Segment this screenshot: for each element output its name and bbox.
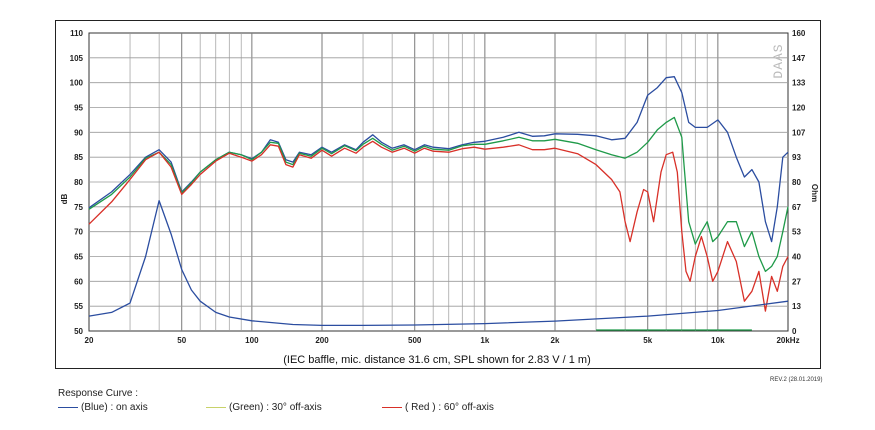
y-axis-label: dB [60, 193, 69, 204]
y2-tick-label: 67 [792, 203, 801, 212]
curve-60-off-axis [88, 140, 789, 312]
curve-30-off-axis [88, 116, 789, 273]
x-tick-label: 500 [408, 336, 422, 345]
legend-label-green: (Green) : 30° off-axis [229, 402, 322, 413]
y2-tick-label: 160 [792, 29, 806, 38]
y2-tick-label: 13 [792, 302, 801, 311]
y-tick-label: 80 [74, 178, 83, 187]
revision-label: REV.2 (28.01.2019) [770, 377, 823, 383]
y-tick-label: 55 [74, 302, 83, 311]
y2-tick-label: 107 [792, 128, 806, 137]
x-tick-label: 20 [85, 336, 94, 345]
y2-tick-label: 40 [792, 253, 801, 262]
legend-swatch-red [382, 406, 402, 408]
y-tick-label: 50 [74, 327, 83, 336]
y2-tick-label: 120 [792, 104, 806, 113]
chart-caption: (IEC baffle, mic. distance 31.6 cm, SPL … [283, 354, 591, 366]
curve-impedance [88, 199, 789, 327]
legend-swatch-blue [58, 406, 78, 408]
legend-swatch-green [206, 406, 226, 408]
curves [88, 76, 789, 331]
y2-tick-label: 80 [792, 178, 801, 187]
y-tick-label: 60 [74, 277, 83, 286]
y-tick-label: 100 [70, 79, 84, 88]
x-tick-label: 10k [711, 336, 725, 345]
chart-frame: 50 55 60 65 70 75 80 85 90 95 100 105 110 0 13 27 40 53 67… [55, 20, 821, 369]
y-tick-label: 75 [74, 203, 83, 212]
legend-item-green: (Green) : 30° off-axis [206, 402, 322, 413]
y-tick-label: 65 [74, 253, 83, 262]
grid [88, 32, 789, 332]
y-tick-label: 105 [70, 54, 84, 63]
x-tick-label: 200 [315, 336, 329, 345]
y2-tick-label: 93 [792, 153, 801, 162]
frequency-response-chart: 50 55 60 65 70 75 80 85 90 95 100 105 110 0 13 27 40 53 67… [60, 29, 819, 366]
x-tick-label: 50 [177, 336, 186, 345]
legend-item-red: ( Red ) : 60° off-axis [382, 402, 494, 413]
axis-labels: 50 55 60 65 70 75 80 85 90 95 100 105 110 0 13 27 40 53 67… [70, 29, 806, 345]
x-tick-label: 100 [245, 336, 259, 345]
x-tick-label: 5k [643, 336, 652, 345]
y-tick-label: 95 [74, 104, 83, 113]
legend-label-red: ( Red ) : 60° off-axis [405, 402, 494, 413]
legend-item-blue: (Blue) : on axis [58, 402, 148, 413]
legend-label-blue: (Blue) : on axis [81, 402, 148, 413]
y2-tick-label: 27 [792, 277, 801, 286]
y2-tick-label: 147 [792, 54, 806, 63]
y-tick-label: 90 [74, 128, 83, 137]
y-tick-label: 110 [70, 29, 83, 38]
y2-axis-label: Ohm [810, 184, 819, 202]
x-tick-label: 1k [480, 336, 489, 345]
y-tick-label: 70 [74, 228, 83, 237]
y2-tick-label: 0 [792, 327, 797, 336]
watermark-text: DAAS [771, 43, 786, 78]
x-tick-label: 2k [551, 336, 560, 345]
y2-tick-label: 133 [792, 79, 806, 88]
y-tick-label: 85 [74, 153, 83, 162]
legend-title: Response Curve : [58, 388, 139, 399]
y2-tick-label: 53 [792, 228, 801, 237]
x-tick-label: 20kHz [776, 336, 799, 345]
